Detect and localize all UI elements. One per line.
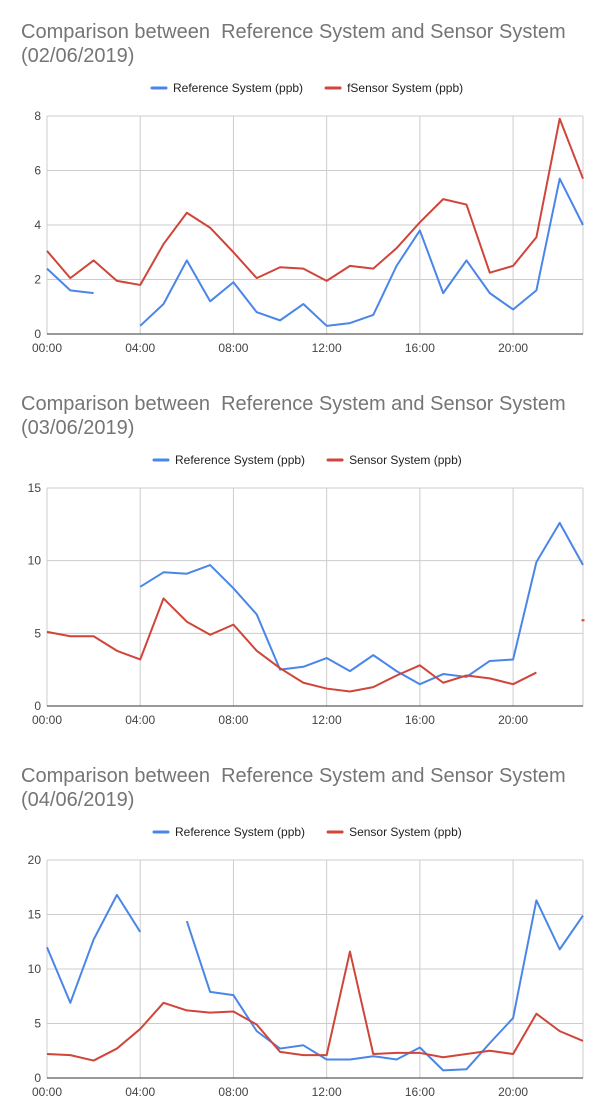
x-tick-label: 16:00 — [405, 713, 435, 727]
series-line-2 — [46, 597, 537, 693]
chart-plot: 00:00 04:00 08:00 12:00 16:00 20:00 0 5 10 15 20 Re… — [28, 825, 584, 1099]
legend-label: Sensor System (ppb) — [349, 825, 462, 839]
series-line-1 — [46, 267, 94, 295]
series-line-1 — [185, 899, 584, 1072]
x-tick-label: 12:00 — [312, 713, 342, 727]
x-tick-label: 04:00 — [125, 341, 155, 355]
y-tick-label: 10 — [28, 962, 42, 976]
chart-1: Comparison between Reference System and … — [0, 0, 604, 372]
y-tick-label: 15 — [28, 481, 42, 495]
y-tick-label: 0 — [34, 327, 41, 341]
chart-3: Comparison between Reference System and … — [0, 744, 604, 1116]
y-tick-label: 4 — [34, 218, 41, 232]
chart-title-line-2: (02/06/2019) — [21, 45, 135, 67]
legend-label: Reference System (ppb) — [175, 825, 305, 839]
x-tick-label: 08:00 — [218, 341, 248, 355]
x-tick-label: 00:00 — [32, 1085, 62, 1099]
series-line-1 — [46, 893, 142, 1004]
chart-title-line-2: (03/06/2019) — [21, 417, 135, 439]
chart-title: Comparison between Reference System and … — [21, 392, 601, 440]
x-tick-label: 04:00 — [125, 1085, 155, 1099]
y-tick-label: 0 — [34, 1071, 41, 1085]
legend-label: fSensor System (ppb) — [347, 81, 463, 95]
series-line-1 — [139, 521, 584, 686]
legend-label: Reference System (ppb) — [175, 453, 305, 467]
chart-title-line-1: Comparison between Reference System and … — [21, 393, 566, 415]
y-tick-label: 5 — [34, 1017, 41, 1031]
chart-title: Comparison between Reference System and … — [21, 764, 601, 812]
series-line-1 — [139, 177, 584, 327]
x-tick-label: 16:00 — [405, 341, 435, 355]
y-tick-label: 8 — [34, 109, 41, 123]
y-tick-label: 10 — [28, 554, 42, 568]
chart-title-line-2: (04/06/2019) — [21, 789, 135, 811]
y-tick-label: 2 — [34, 273, 41, 287]
x-tick-label: 20:00 — [498, 341, 528, 355]
x-tick-label: 00:00 — [32, 713, 62, 727]
series-line-2 — [46, 950, 584, 1062]
series-line-2 — [46, 117, 584, 286]
x-tick-label: 08:00 — [218, 1085, 248, 1099]
x-tick-label: 12:00 — [312, 1085, 342, 1099]
chart-plot: 00:00 04:00 08:00 12:00 16:00 20:00 0 2 4 6 8 Refer… — [32, 81, 584, 355]
y-tick-label: 6 — [34, 164, 41, 178]
x-tick-label: 20:00 — [498, 1085, 528, 1099]
x-tick-label: 16:00 — [405, 1085, 435, 1099]
chart-title: Comparison between Reference System and … — [21, 20, 601, 68]
x-tick-label: 08:00 — [218, 713, 248, 727]
legend-label: Reference System (ppb) — [173, 81, 303, 95]
chart-title-line-1: Comparison between Reference System and … — [21, 21, 566, 43]
y-tick-label: 0 — [34, 699, 41, 713]
x-tick-label: 12:00 — [312, 341, 342, 355]
y-tick-label: 15 — [28, 908, 42, 922]
chart-plot: 00:00 04:00 08:00 12:00 16:00 20:00 0 5 10 15 Refe… — [28, 453, 585, 727]
legend-label: Sensor System (ppb) — [349, 453, 462, 467]
chart-title-line-1: Comparison between Reference System and … — [21, 765, 566, 787]
x-tick-label: 20:00 — [498, 713, 528, 727]
y-tick-label: 5 — [34, 626, 41, 640]
chart-2: Comparison between Reference System and … — [0, 372, 604, 744]
y-tick-label: 20 — [28, 853, 42, 867]
x-tick-label: 04:00 — [125, 713, 155, 727]
x-tick-label: 00:00 — [32, 341, 62, 355]
